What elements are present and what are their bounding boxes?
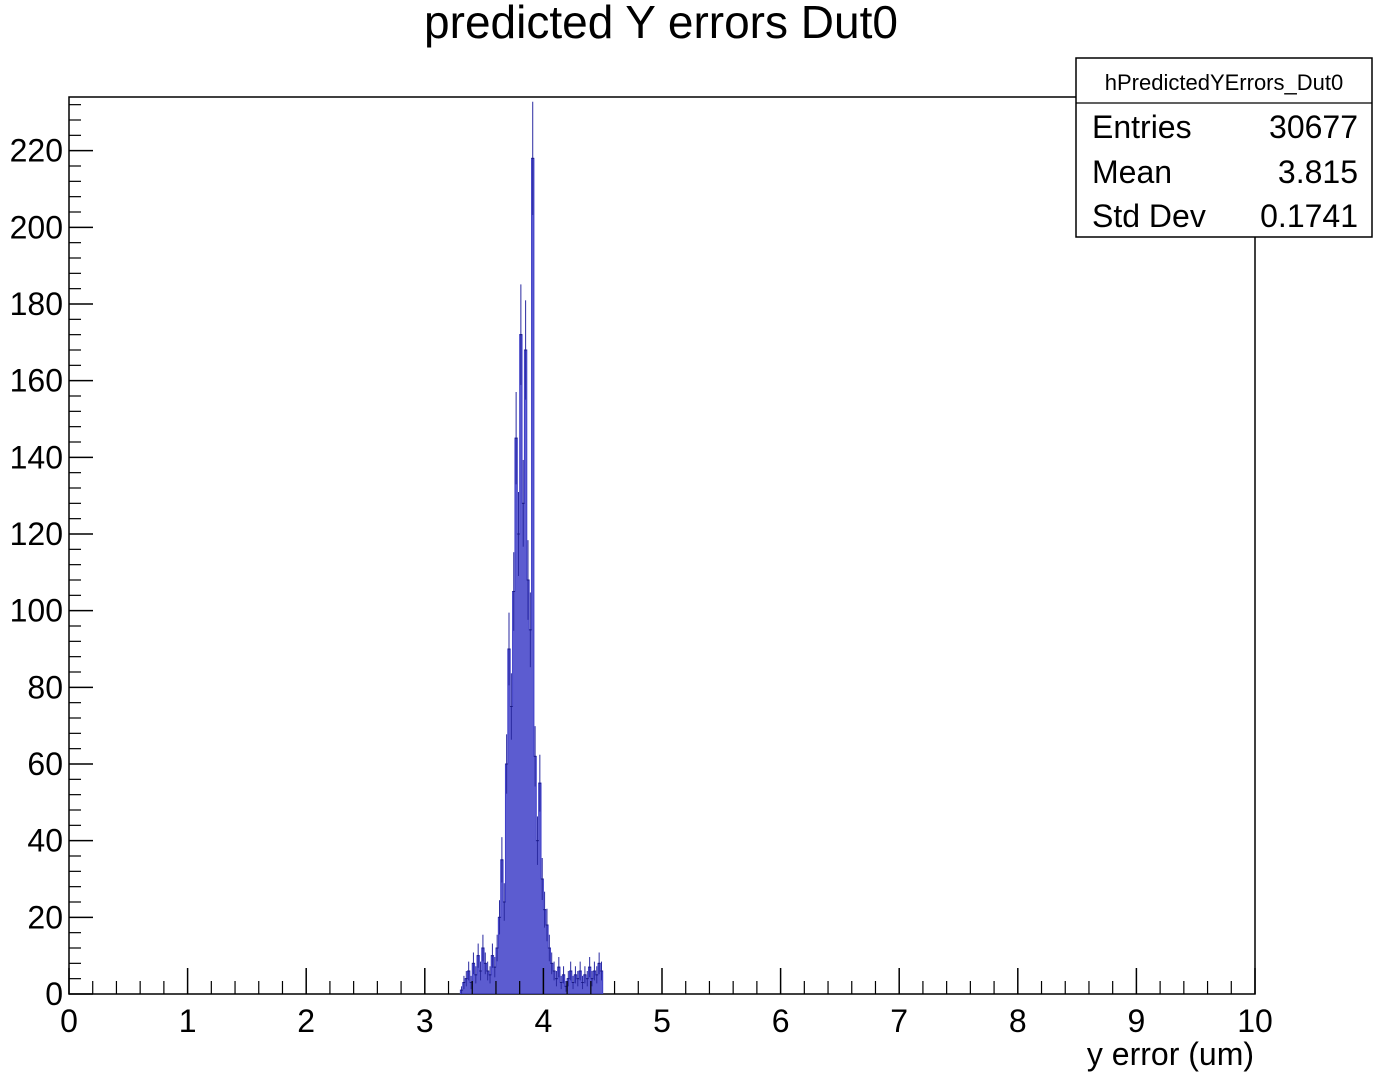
x-tick-label: 6 [772, 1003, 790, 1039]
stats-box: hPredictedYErrors_Dut0 Entries 30677 Mea… [1075, 57, 1373, 238]
y-tick-label: 200 [10, 209, 63, 245]
x-tick-label: 1 [179, 1003, 197, 1039]
histogram-bars [459, 101, 604, 994]
chart-title: predicted Y errors Dut0 [424, 0, 898, 48]
y-tick-label: 20 [27, 899, 63, 935]
x-tick-label: 2 [297, 1003, 315, 1039]
x-tick-label: 10 [1237, 1003, 1273, 1039]
x-axis: 0 1 2 3 4 5 6 7 8 9 10 [60, 968, 1273, 1039]
y-tick-label: 60 [27, 746, 63, 782]
y-tick-label: 100 [10, 593, 63, 629]
stats-entries-value: 30677 [1269, 109, 1358, 145]
stats-entries-label: Entries [1092, 109, 1192, 145]
stats-box-frame [1075, 57, 1373, 238]
y-tick-label: 0 [45, 976, 63, 1012]
x-axis-title: y error (um) [1087, 1036, 1254, 1072]
y-tick-label: 140 [10, 439, 63, 475]
x-tick-label: 4 [535, 1003, 553, 1039]
y-tick-label: 220 [10, 133, 63, 169]
y-tick-label: 160 [10, 363, 63, 399]
x-tick-label: 0 [60, 1003, 78, 1039]
y-tick-label: 80 [27, 669, 63, 705]
stats-mean-value: 3.815 [1278, 154, 1358, 190]
x-tick-label: 7 [890, 1003, 908, 1039]
x-tick-label: 9 [1128, 1003, 1146, 1039]
x-tick-label: 3 [416, 1003, 434, 1039]
stats-stddev-value: 0.1741 [1260, 198, 1358, 234]
histogram-outline [459, 157, 604, 994]
x-tick-label: 5 [653, 1003, 671, 1039]
y-tick-label: 120 [10, 516, 63, 552]
x-tick-label: 8 [1009, 1003, 1027, 1039]
stats-histogram-name: hPredictedYErrors_Dut0 [1105, 70, 1343, 95]
y-tick-label: 40 [27, 823, 63, 859]
stats-stddev-label: Std Dev [1092, 198, 1206, 234]
y-axis: 0 20 40 60 80 100 120 140 160 180 200 220 [10, 104, 93, 1012]
stats-mean-label: Mean [1092, 154, 1172, 190]
y-tick-label: 180 [10, 286, 63, 322]
